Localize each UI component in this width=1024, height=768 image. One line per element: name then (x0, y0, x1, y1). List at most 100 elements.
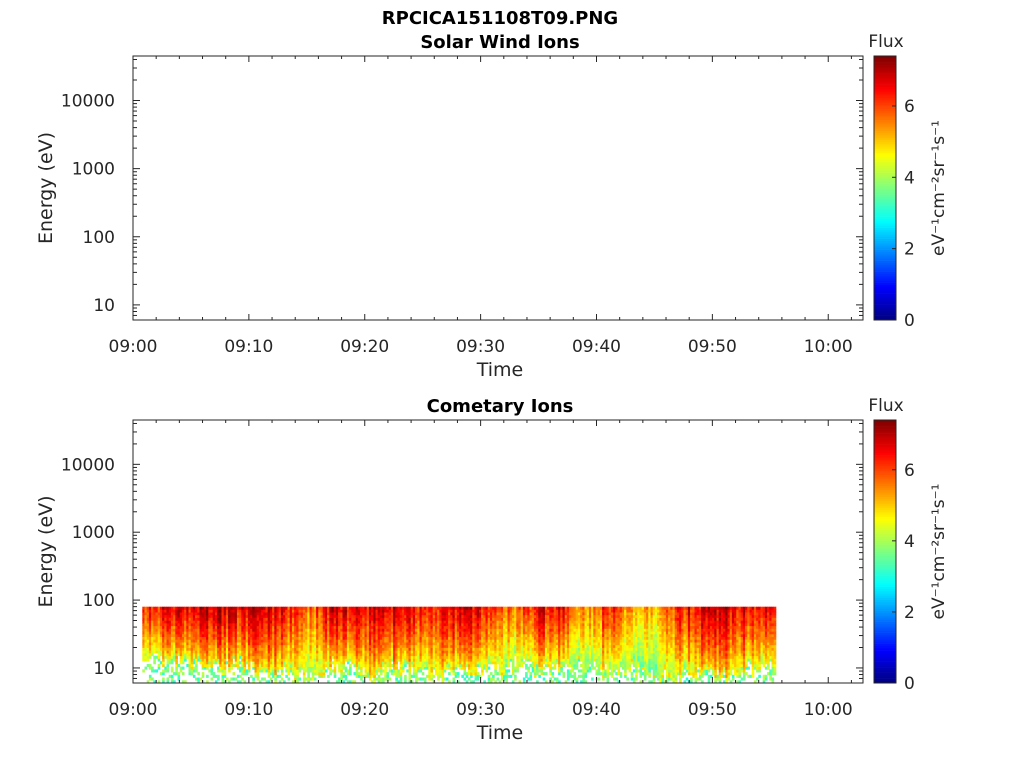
heatmap-cell (373, 680, 376, 684)
heatmap-cell (151, 653, 154, 657)
heatmap-cell (340, 661, 343, 665)
heatmap-cell (340, 631, 343, 635)
heatmap-cell (452, 680, 456, 684)
heatmap-cell (175, 672, 178, 676)
heatmap-cell (324, 625, 328, 629)
heatmap-cell (430, 639, 434, 643)
heatmap-cell (305, 623, 308, 627)
heatmap-cell (421, 631, 425, 635)
heatmap-cell (514, 653, 517, 657)
heatmap-cell (190, 639, 194, 643)
heatmap-cell (219, 631, 222, 635)
heatmap-cell (263, 625, 266, 629)
heatmap-cell (294, 612, 297, 616)
heatmap-cell (272, 606, 275, 610)
heatmap-cell (331, 653, 335, 657)
colorbar-segment (874, 194, 896, 198)
colorbar-segment (874, 291, 896, 294)
heatmap-cell (190, 658, 194, 662)
heatmap-cell (276, 661, 280, 665)
heatmap-cell (441, 655, 445, 659)
heatmap-cell (415, 647, 418, 651)
heatmap-cell (223, 658, 227, 662)
heatmap-cell (208, 633, 211, 637)
heatmap-cell (558, 658, 561, 662)
heatmap-cell (192, 606, 196, 610)
heatmap-cell (417, 677, 420, 681)
heatmap-cell (536, 633, 539, 637)
colorbar-segment (874, 183, 896, 187)
heatmap-cell (432, 606, 436, 610)
heatmap-cell (234, 617, 238, 621)
heatmap-cell (258, 620, 262, 624)
heatmap-cell (406, 612, 409, 616)
heatmap-cell (221, 666, 225, 670)
heatmap-cell (234, 653, 238, 657)
heatmap-cell (250, 623, 253, 627)
heatmap-cell (393, 606, 396, 610)
heatmap-cell (212, 625, 216, 629)
heatmap-cell (274, 647, 277, 651)
heatmap-cell (320, 631, 324, 635)
heatmap-cell (388, 666, 392, 670)
heatmap-cell (210, 606, 214, 610)
heatmap-cell (261, 636, 264, 640)
heatmap-cell (355, 612, 359, 616)
heatmap-cell (331, 655, 335, 659)
heatmap-cell (498, 623, 502, 627)
heatmap-cell (159, 620, 163, 624)
heatmap-cell (410, 633, 414, 637)
heatmap-cell (333, 612, 337, 616)
heatmap-cell (529, 620, 533, 624)
heatmap-cell (375, 639, 379, 643)
colorbar-segment (874, 196, 896, 200)
heatmap-cell (415, 631, 418, 635)
heatmap-cell (346, 669, 350, 673)
heatmap-cell (190, 614, 194, 618)
heatmap-cell (197, 609, 200, 613)
heatmap-cell (210, 672, 214, 676)
heatmap-cell (302, 633, 306, 637)
heatmap-cell (520, 642, 524, 646)
heatmap-cell (452, 639, 456, 643)
heatmap-cell (382, 663, 385, 667)
heatmap-cell (291, 650, 295, 654)
heatmap-cell (375, 609, 379, 613)
heatmap-cell (481, 623, 484, 627)
heatmap-cell (410, 617, 414, 621)
heatmap-cell (514, 623, 517, 627)
heatmap-cell (390, 617, 394, 621)
heatmap-cell (450, 636, 453, 640)
heatmap-cell (527, 625, 530, 629)
heatmap-cell (263, 617, 266, 621)
heatmap-cell (153, 669, 156, 673)
heatmap-cell (560, 639, 563, 643)
heatmap-cell (344, 633, 348, 637)
heatmap-cell (474, 636, 478, 640)
heatmap-cell (426, 614, 429, 618)
heatmap-cell (179, 609, 183, 613)
heatmap-cell (395, 609, 398, 613)
heatmap-cell (219, 628, 222, 632)
heatmap-cell (294, 639, 297, 643)
heatmap-cell (289, 663, 293, 667)
colorbar-segment (874, 108, 896, 112)
heatmap-cell (153, 628, 156, 632)
heatmap-cell (318, 669, 321, 673)
heatmap-cell (192, 633, 196, 637)
heatmap-cell (408, 609, 412, 613)
heatmap-cell (412, 655, 416, 659)
heatmap-cell (531, 653, 535, 657)
heatmap-cell (305, 644, 308, 648)
heatmap-cell (395, 658, 398, 662)
x-tick-label: 09:00 (109, 337, 158, 357)
heatmap-cell (408, 636, 412, 640)
heatmap-cell (487, 680, 491, 684)
heatmap-cell (538, 628, 541, 632)
heatmap-cell (188, 631, 192, 635)
heatmap-cell (287, 661, 291, 665)
heatmap-cell (529, 631, 533, 635)
colorbar-segment (874, 256, 896, 259)
heatmap-cell (368, 612, 372, 616)
heatmap-cell (476, 614, 480, 618)
